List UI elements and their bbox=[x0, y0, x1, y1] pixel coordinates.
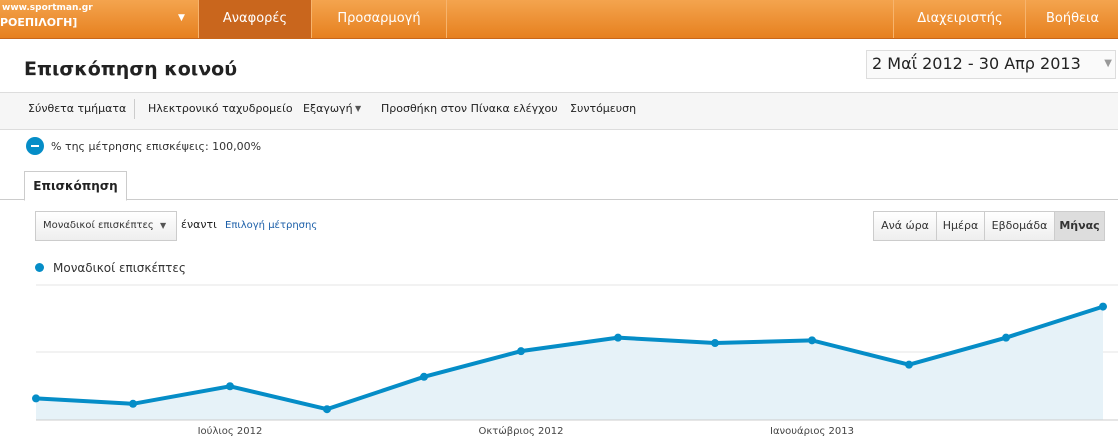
top-bar: www.sportman.gr ΡΟΕΠΙΛΟΓΗ] ▼ Αναφορές Πρ… bbox=[0, 0, 1118, 39]
point bbox=[614, 333, 622, 342]
point bbox=[1099, 302, 1107, 311]
date-picker[interactable]: 2 Μαΐ 2012 - 30 Απρ 2013 ▼ bbox=[866, 50, 1116, 79]
point bbox=[420, 372, 428, 381]
dropdown-arrow: ▼ bbox=[1104, 58, 1112, 69]
granularity-button[interactable]: Ημέρα bbox=[936, 211, 985, 241]
metric-select[interactable]: Μοναδικοί επισκέπτες ▼ bbox=[35, 211, 177, 241]
point bbox=[129, 399, 137, 408]
metric-select-text: Μοναδικοί επισκέπτες bbox=[43, 220, 154, 231]
point bbox=[323, 405, 331, 414]
point bbox=[905, 360, 913, 369]
line bbox=[35, 304, 1104, 412]
date-range: 2 Μαΐ 2012 - 30 Απρ 2013 bbox=[872, 54, 1081, 73]
nav-link[interactable]: Διαχειριστής bbox=[893, 0, 1026, 38]
account: www.sportman.gr bbox=[2, 3, 93, 13]
versus: έναντι bbox=[181, 218, 217, 231]
legend-label: Μοναδικοί επισκέπτες bbox=[53, 261, 186, 275]
page-title: Επισκόπηση κοινού bbox=[24, 58, 238, 80]
toolbar-item[interactable]: Εξαγωγή bbox=[303, 102, 353, 115]
granularity-button[interactable]: Μήνας bbox=[1054, 211, 1105, 241]
segment-icon[interactable] bbox=[26, 137, 44, 155]
nav-link[interactable]: Βοήθεια bbox=[1025, 0, 1118, 38]
point bbox=[32, 394, 40, 403]
chart: Ιούλιος 2012 Οκτώβριος 2012 Ιανουάριος 201… bbox=[32, 284, 1118, 437]
point bbox=[711, 339, 719, 348]
tab-line bbox=[0, 199, 1118, 200]
select-metric-link[interactable]: Επιλογή μέτρησης bbox=[225, 220, 318, 231]
x-tick-label: Ιανουάριος 2013 bbox=[770, 425, 854, 437]
point bbox=[1002, 333, 1010, 342]
toolbar-item[interactable]: Σύνθετα τμήματα bbox=[28, 102, 127, 115]
dropdown-arrow: ▼ bbox=[355, 104, 362, 113]
x-tick-label: Οκτώβριος 2012 bbox=[479, 425, 564, 437]
tab[interactable]: Επισκόπηση bbox=[24, 171, 127, 201]
dropdown-arrow[interactable]: ▼ bbox=[178, 13, 185, 23]
legend-marker bbox=[35, 263, 44, 272]
x-tick-label: Ιούλιος 2012 bbox=[198, 425, 263, 437]
granularity-button[interactable]: Ανά ώρα bbox=[873, 211, 937, 241]
segment: % της μέτρησης επισκέψεις: 100,00% bbox=[51, 140, 262, 153]
nav-tab[interactable]: Προσαρμογή bbox=[311, 0, 447, 38]
point bbox=[808, 336, 816, 345]
granularity-button[interactable]: Εβδομάδα bbox=[984, 211, 1055, 241]
area bbox=[36, 306, 1103, 420]
dropdown-arrow: ▼ bbox=[160, 221, 167, 230]
toolbar-item[interactable]: Συντόμευση bbox=[570, 102, 637, 115]
point bbox=[517, 347, 525, 356]
toolbar-item[interactable]: Ηλεκτρονικό ταχυδρομείο bbox=[148, 102, 293, 115]
nav-tab[interactable]: Αναφορές bbox=[198, 0, 311, 38]
separator bbox=[134, 99, 135, 119]
point bbox=[226, 382, 234, 391]
profile[interactable]: ΡΟΕΠΙΛΟΓΗ] bbox=[0, 16, 78, 29]
toolbar bbox=[0, 92, 1118, 130]
toolbar-item[interactable]: Προσθήκη στον Πίνακα ελέγχου bbox=[381, 102, 558, 115]
